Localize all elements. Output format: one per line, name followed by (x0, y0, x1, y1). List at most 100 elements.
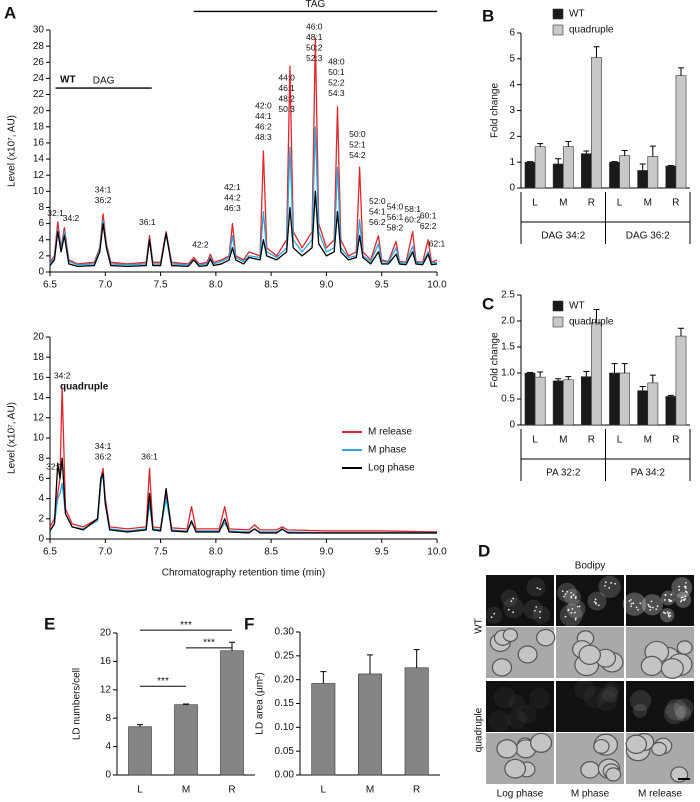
x-tick-label: 8.0 (209, 280, 223, 291)
lipid-droplet (539, 610, 541, 613)
lipid-droplet (649, 606, 652, 609)
cell-glow (532, 605, 551, 624)
peak-label: 36:2 (95, 195, 112, 205)
lipid-droplet (614, 582, 617, 585)
peak-label: 50:3 (278, 104, 295, 114)
cell (517, 645, 538, 664)
lipid-droplet (682, 599, 685, 601)
peak-label: 52:2 (328, 77, 345, 87)
x-tick-label: 7.5 (154, 280, 168, 291)
lipid-droplet (561, 590, 564, 593)
y-tick-label: 16 (33, 372, 45, 383)
lipid-droplet (662, 611, 665, 614)
lipid-droplet (684, 595, 687, 598)
x-tick-label: L (532, 198, 538, 209)
lipid-droplet (680, 596, 683, 599)
error-bar (639, 163, 646, 171)
lipid-droplet (574, 617, 577, 620)
lipid-droplet (663, 599, 666, 601)
error-bar (527, 161, 534, 163)
cell-glow (587, 591, 607, 611)
y-tick-label: 6 (38, 473, 44, 484)
y-tick-label: 18 (33, 352, 45, 363)
legend-swatch (552, 8, 564, 20)
error-bar (593, 46, 600, 58)
lipid-droplet (632, 602, 635, 605)
y-tick-label: 5 (509, 53, 515, 64)
y-tick-label: 18 (33, 121, 45, 132)
peak-label: 54:3 (328, 88, 345, 98)
y-tick-label: 0.25 (275, 650, 295, 661)
peak-label: 54:0 (387, 202, 404, 212)
bar (647, 382, 659, 426)
lipid-droplet (630, 605, 632, 608)
cell-glow (523, 599, 543, 620)
lipid-droplet (595, 602, 597, 605)
x-tick-label: 8.0 (209, 547, 223, 558)
lipid-droplet (668, 615, 670, 618)
bar (647, 156, 659, 189)
lipid-droplet (651, 606, 654, 609)
cell-glow (508, 694, 525, 711)
peak-label: 60:1 (420, 210, 437, 220)
lipid-droplet (678, 585, 680, 588)
peak-label: 46:0 (306, 22, 323, 32)
y-tick-label: 0.10 (275, 722, 295, 733)
legend-label: WT (569, 9, 585, 20)
cell (536, 628, 556, 647)
cell-glow (485, 606, 503, 624)
y-tick-label: 0.5 (501, 394, 515, 405)
legend-label: M phase (368, 445, 407, 456)
lipid-droplet (594, 598, 597, 601)
lipid-droplet (570, 596, 573, 599)
y-axis-label: Level (x10⁷, AU) (7, 115, 18, 187)
y-tick-label: 4 (509, 79, 515, 90)
x-tick-label: R (588, 435, 595, 446)
cell-glow (622, 592, 647, 616)
y-tick-label: 0.30 (275, 627, 295, 638)
peak-label: 52:1 (349, 139, 366, 149)
y-tick-label: 10 (33, 186, 45, 197)
lipid-droplet (670, 600, 673, 602)
cell-glow (632, 703, 648, 719)
bar (609, 372, 620, 426)
lipid-droplet (570, 611, 573, 614)
column-label: M phase (571, 789, 610, 800)
peak-label: 34:2 (63, 213, 80, 223)
y-tick-label: 10 (33, 433, 45, 444)
error-bar (667, 394, 674, 397)
lipid-droplet (567, 609, 570, 612)
chart-label: quadruple (60, 382, 109, 393)
group-label: PA 34:2 (631, 468, 666, 479)
cell-glow (488, 710, 511, 733)
bar (675, 75, 687, 189)
lipid-droplet (680, 599, 683, 602)
lipid-droplet (604, 581, 607, 584)
micrograph (486, 575, 554, 626)
peak-label: 42:1 (224, 182, 241, 192)
x-tick-label: 6.5 (43, 280, 57, 291)
cell (530, 732, 553, 753)
bar (675, 335, 687, 426)
y-tick-label: 4 (38, 493, 44, 504)
lipid-droplet (667, 612, 670, 615)
peak-label: 60:2 (404, 214, 421, 224)
x-tick-label: M (644, 435, 652, 446)
lipid-droplet (493, 612, 496, 615)
error-bar (677, 327, 684, 337)
cell (578, 644, 601, 666)
y-axis-label: Fold change (490, 332, 501, 387)
bar (128, 726, 152, 776)
cell-glow (507, 709, 527, 730)
peak-label: 58:1 (404, 204, 421, 214)
cell-glow (604, 681, 620, 697)
x-tick-label: 7.0 (98, 547, 112, 558)
y-tick-label: 0 (38, 267, 44, 278)
cell (605, 767, 622, 782)
peak-label: 48:2 (278, 93, 295, 103)
x-tick-label: M (644, 198, 652, 209)
significance-label: *** (203, 638, 215, 649)
bar (552, 380, 564, 426)
significance-label: *** (157, 676, 169, 687)
